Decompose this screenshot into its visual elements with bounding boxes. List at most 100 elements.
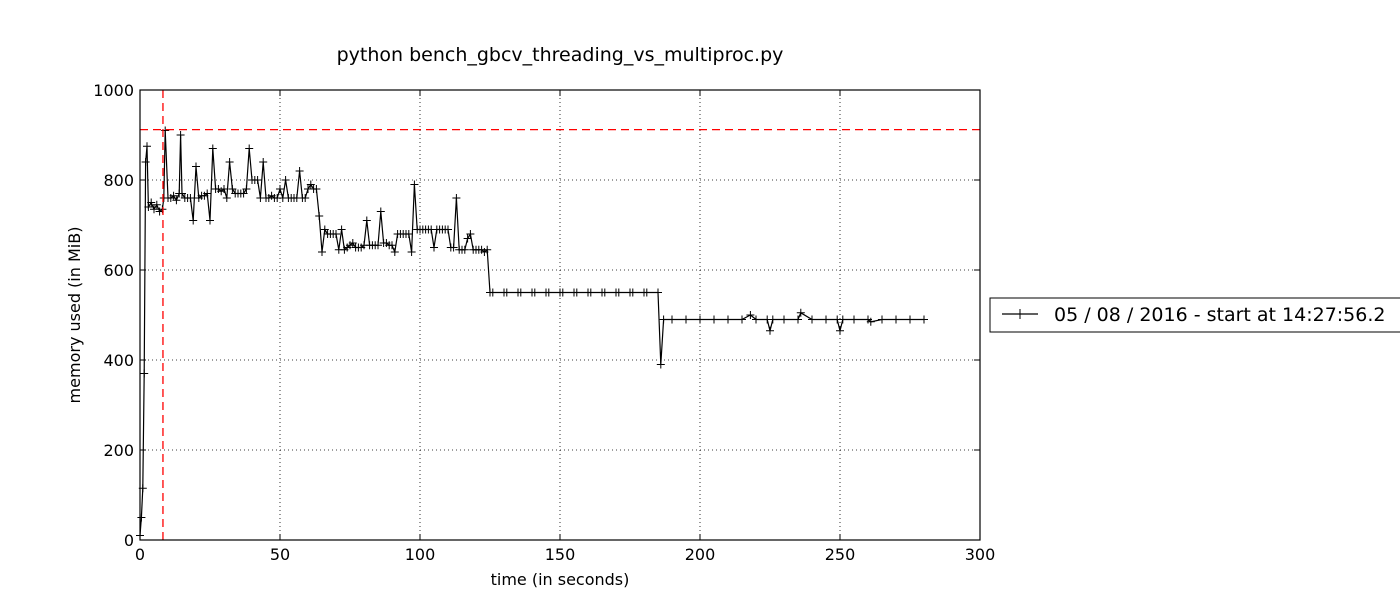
memory-data-point [348,239,357,247]
memory-data-point [796,308,805,317]
x-tick-label: 200 [685,545,716,564]
memory-data-point [206,216,214,225]
memory-data-point [724,315,732,324]
legend-plus-marker [1015,309,1025,319]
memory-data-point [836,326,844,335]
memory-data-point [332,230,340,238]
memory-data-point [376,207,385,216]
memory-data-point [147,198,156,207]
memory-data-point [452,194,461,202]
memory-data-point [892,315,900,324]
memory-data-point [295,167,304,175]
ticks-layer: 0 50 100 150 200 250 300 0 200 400 600 800 1000 [93,81,995,564]
memory-data-point [766,326,774,335]
memory-data-point [710,315,718,324]
y-tick-label: 200 [103,441,134,460]
memory-data-point [404,230,413,238]
memory-data-point [410,180,419,189]
memory-data-point [281,176,290,184]
x-axis-label: time (in seconds) [491,570,630,589]
memory-data-point [586,288,595,297]
memory-data-point [301,194,310,202]
memory-data-point [878,315,886,324]
memory-data-point [312,185,321,193]
memory-data-point [253,176,262,184]
memory-data-point [544,288,553,297]
memory-data-point [463,234,472,243]
memory-data-point [137,513,146,522]
memory-data-point [794,315,802,324]
memory-data-point [822,315,830,324]
memory-data-point [143,142,151,151]
memory-data-point [245,144,254,153]
memory-data-point [186,194,195,202]
memory-data-point [808,315,816,324]
memory-data-point [488,288,497,297]
memory-data-point [430,243,438,252]
memory-data-point [176,131,185,139]
x-tick-label: 250 [825,545,856,564]
memory-data-point [654,288,662,297]
x-tick-label: 300 [965,545,996,564]
x-tick-label: 150 [545,545,576,564]
memory-data-point [208,144,217,153]
memory-data-point [696,315,704,324]
memory-data-point [390,248,399,256]
memory-data-point [306,180,315,189]
memory-data-point [850,315,858,324]
memory-data-point [320,225,329,234]
memory-data-point [374,241,382,250]
memory-data-point [530,288,539,297]
memory-data-point [242,185,251,193]
memory-data-point [466,230,475,238]
memory-data-point [225,158,234,166]
memory-data-point [337,225,346,234]
memory-data-point [614,288,623,297]
memory-data-point [502,288,511,297]
memory-data-point [192,162,200,171]
memory-data-point [866,317,875,326]
memory-data-point [460,245,469,254]
memory-data-point [449,243,458,252]
y-tick-label: 400 [103,351,134,370]
memory-data-point [682,315,690,324]
y-tick-label: 0 [124,531,134,550]
memory-data-point [752,315,760,324]
memory-data-point [203,189,212,198]
memory-data-point [152,200,161,209]
memory-data-point [483,245,492,254]
memory-data-point [222,194,231,202]
memory-data-point [768,315,777,324]
x-tick-label: 100 [405,545,436,564]
legend: 05 / 08 / 2016 - start at 14:27:56.2 [989,297,1400,333]
memory-data-point [259,158,268,166]
memory-data-point [172,196,181,205]
memory-data-point [169,191,178,200]
grid-layer [140,90,980,540]
y-tick-label: 1000 [93,81,134,100]
memory-data-point [228,185,237,193]
memory-data-point [738,315,746,324]
memory-data-point [315,212,324,220]
reference-line-layer [140,90,980,540]
memory-data-point [362,216,371,225]
chart-title: python bench_gbcv_threading_vs_multiproc… [337,44,784,66]
legend-label: 05 / 08 / 2016 - start at 14:27:56.2 [1054,304,1386,326]
memory-data-point [780,315,788,324]
y-tick-label: 800 [103,171,134,190]
memory-data-point [220,185,228,193]
memory-data-point [141,158,150,166]
memory-data-point [189,216,198,225]
memory-data-point [906,315,914,324]
memory-data-point [656,360,665,369]
memory-data-point [746,311,755,319]
memory-data-point [920,315,928,324]
memory-data-point [628,288,637,297]
y-tick-label: 600 [103,261,134,280]
memory-data-point [642,288,651,297]
memory-data-point [668,315,676,324]
memory-data-point [239,189,248,198]
memory-data-point [144,203,153,211]
memory-data-point [388,241,396,250]
memory-data-point [516,288,525,297]
